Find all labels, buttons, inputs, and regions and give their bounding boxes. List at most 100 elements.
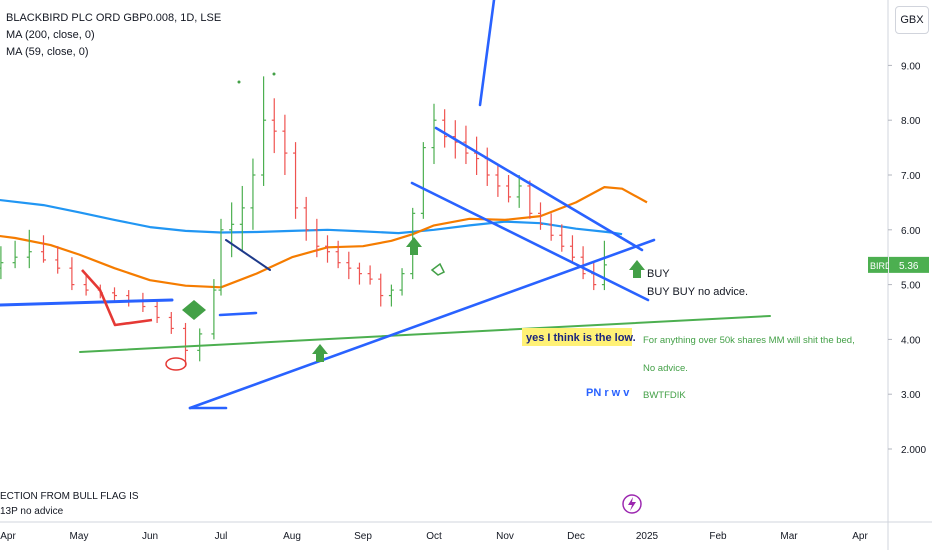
symbol-title[interactable]: BLACKBIRD PLC ORD GBP0.008, 1D, LSE [6,12,222,24]
price-tick-label: 6.00 [901,226,921,237]
ohlc-bar [211,279,217,340]
trendline-left-horizontal[interactable] [0,298,174,307]
up-arrow-icon[interactable] [629,260,645,278]
ohlc-bar [431,103,437,165]
time-tick-label: Dec [567,531,585,542]
time-tick-label: Aug [283,531,301,542]
ohlc-bar [229,202,235,258]
ohlc-bar [183,322,188,367]
last-price-label: 5.36 [899,261,919,272]
ohlc-bar [112,287,117,302]
dot-marker [237,80,241,84]
time-tick-label: Oct [426,531,442,542]
price-tick-label: 8.00 [901,116,921,127]
ohlc-bar [26,229,32,269]
ohlc-bar [168,312,174,334]
ohlc-bar [69,257,75,291]
ohlc-bar [548,213,554,241]
ticker-badge[interactable] [868,256,888,273]
ohlc-bar [442,109,448,148]
time-tick-label: Jul [215,531,228,542]
ohlc-bar [516,175,522,208]
ohlc-bar [569,235,575,263]
support-line-green[interactable] [79,315,771,353]
short-trendline[interactable] [225,239,271,271]
ohlc-bar [250,158,256,230]
time-tick-label: Nov [496,531,514,542]
lightning-bolt-shape [628,497,636,511]
ticker-badge-label: BIRD [870,261,892,271]
ohlc-bar [580,246,586,280]
ohlc-bar [293,142,299,219]
ohlc-bar [0,246,4,280]
red-ellipse-marker[interactable] [165,357,187,371]
price-tick-label: 9.00 [901,61,921,72]
ohlc-bar [126,290,132,307]
ohlc-bar [261,76,267,186]
price-tick-label: 5.00 [901,281,921,292]
low-note-background [522,328,632,346]
time-tick-label: 2025 [636,531,659,542]
chart-legend: BLACKBIRD PLC ORD GBP0.008, 1D, LSE MA (… [6,10,221,61]
time-tick-label: Jun [142,531,158,542]
short-horizontal-line[interactable] [218,311,258,317]
ohlc-bar [346,251,352,280]
dot-marker [272,72,276,76]
ohlc-bar [356,262,362,285]
price-axis: 9.00 8.00 7.00 6.00 5.00 4.00 3.00 2.000 BIRD 5.3… [868,61,929,456]
time-tick-label: Feb [709,531,727,542]
pnrwv-label[interactable]: PN r w v [586,387,630,399]
ohlc-bar [538,202,543,230]
ohlc-bar [399,268,405,296]
low-note-label[interactable]: yes I think is the low. [526,332,636,344]
ohlc-bar [325,235,330,263]
shares-note-label[interactable]: For anything over 50k shares MM will shi… [643,335,855,346]
ohlc-bar [335,240,341,269]
price-tick-label: 3.00 [901,390,921,401]
ma200-legend[interactable]: MA (200, close, 0) [6,29,95,41]
bull-flag-drawing[interactable] [81,269,153,327]
bull-flag-note-line1[interactable]: ECTION FROM BULL FLAG IS [0,491,139,502]
bwtfdik-label[interactable]: BWTFDIK [643,390,686,401]
last-price-badge[interactable] [889,256,929,273]
ma59-line [0,186,648,289]
ohlc-bar [83,273,89,296]
diamond-arrow-icon[interactable] [182,300,206,320]
ma59-legend[interactable]: MA (59, close, 0) [6,46,89,58]
rising-trendline[interactable] [188,238,656,410]
hollow-arrow-icon[interactable] [430,262,446,276]
ohlc-bar [388,284,394,307]
ohlc-bar [591,262,597,291]
ohlc-bar [154,301,160,323]
ohlc-bar [527,180,533,219]
buy-label[interactable]: BUY [647,268,670,280]
ohlc-bar [559,224,565,252]
channel-upper-line[interactable] [434,126,644,252]
no-advice-label[interactable]: No advice. [643,363,688,374]
buy-buy-label[interactable]: BUY BUY no advice. [647,286,748,298]
ma200-line [0,198,623,236]
trendline-spike[interactable] [478,0,496,107]
up-arrow-icon[interactable] [312,344,328,362]
channel-lower-line[interactable] [410,181,650,302]
ohlc-bar [303,196,309,241]
price-tick-label: 4.00 [901,335,921,346]
time-tick-label: Apr [0,531,16,542]
ohlc-bar [55,246,61,274]
ohlc-bar [378,273,384,307]
currency-button[interactable]: GBX [895,6,929,34]
ohlc-bar [140,292,146,312]
ohlc-bar [239,185,245,252]
ohlc-bar [474,136,480,175]
ohlc-bar [41,235,46,263]
ohlc-bar [314,218,320,258]
ohlc-bar [420,142,426,219]
ohlc-bar [271,98,277,154]
up-arrow-icon[interactable] [406,237,422,255]
ohlc-bar [506,175,512,203]
bull-flag-note-line2[interactable]: 13P no advice [0,506,64,517]
time-tick-label: Apr [852,531,868,542]
lightning-icon[interactable] [622,494,642,514]
